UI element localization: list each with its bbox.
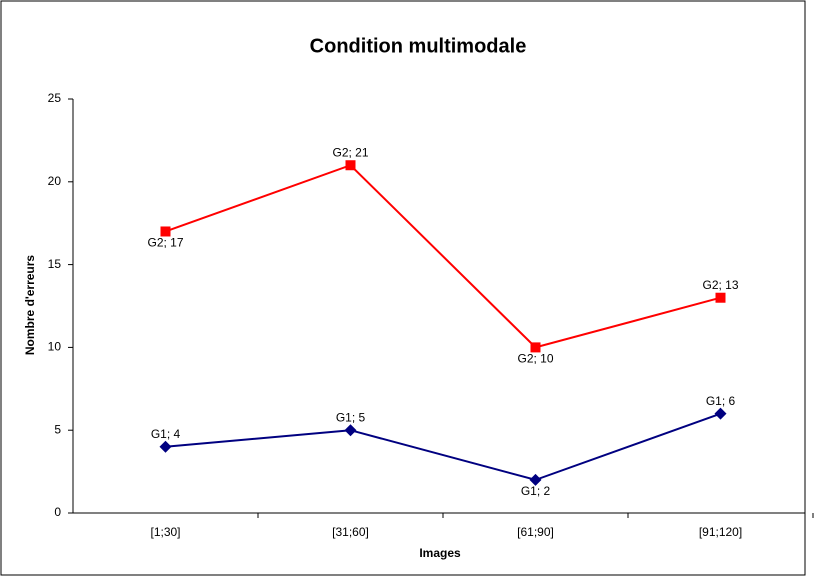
y-tick-label: 15 [48,257,62,271]
series-line [165,412,721,481]
chart-title: Condition multimodale [310,35,527,57]
marker [530,342,541,353]
y-tick-label: 5 [54,422,61,436]
data-label: G2; 17 [147,236,183,250]
marker [159,440,172,453]
y-axis-label: Nombre d'erreurs [23,255,37,356]
x-tick-label: [31;60] [332,525,369,539]
y-tick-label: 10 [48,340,62,354]
data-label: G1; 5 [336,410,366,424]
y-tick-label: 20 [48,174,62,188]
data-label: G1; 6 [706,394,736,408]
marker [715,292,726,303]
marker [714,407,727,420]
data-label: G2; 10 [517,352,553,366]
data-label: G2; 21 [332,145,368,159]
marker [344,424,357,437]
x-tick-label: [91;120] [699,525,742,539]
series-line [165,164,721,349]
data-label: G2; 13 [702,278,738,292]
data-label: G1; 2 [521,484,551,498]
y-tick-label: 0 [54,505,61,519]
y-tick-label: 25 [48,91,62,105]
data-label: G1; 4 [151,427,181,441]
x-axis-label: Images [419,546,461,560]
marker [160,226,171,237]
marker [345,160,356,171]
x-tick-label: [61;90] [517,525,554,539]
marker [529,473,542,486]
x-tick-label: [1;30] [150,525,180,539]
